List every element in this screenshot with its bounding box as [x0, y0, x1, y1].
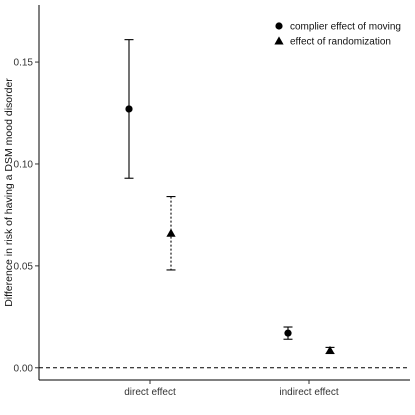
circle-marker — [275, 22, 283, 30]
legend-item: complier effect of moving — [275, 22, 401, 33]
series-complier-effect — [124, 39, 293, 340]
y-tick-label: 0.10 — [14, 159, 34, 170]
y-tick-label: 0.00 — [14, 363, 34, 374]
triangle-marker — [325, 345, 335, 354]
circle-marker — [284, 329, 292, 337]
plot-area — [39, 39, 410, 369]
axes: 0.00 0.05 0.10 0.15 direct effect indirect ef… — [3, 5, 410, 398]
series-randomization-effect — [166, 196, 335, 355]
legend-item: effect of randomization — [274, 36, 391, 48]
x-tick-label: indirect effect — [279, 387, 339, 398]
legend-label: effect of randomization — [290, 37, 391, 48]
y-tick-label: 0.15 — [14, 58, 34, 69]
triangle-marker — [166, 228, 176, 237]
legend: complier effect of moving effect of rando… — [274, 22, 401, 48]
circle-marker — [125, 105, 133, 113]
x-tick-label: direct effect — [124, 387, 176, 398]
legend-label: complier effect of moving — [290, 22, 401, 33]
triangle-marker — [274, 36, 284, 45]
y-axis-title: Difference in risk of having a DSM mood … — [3, 78, 15, 307]
y-tick-label: 0.05 — [14, 261, 34, 272]
